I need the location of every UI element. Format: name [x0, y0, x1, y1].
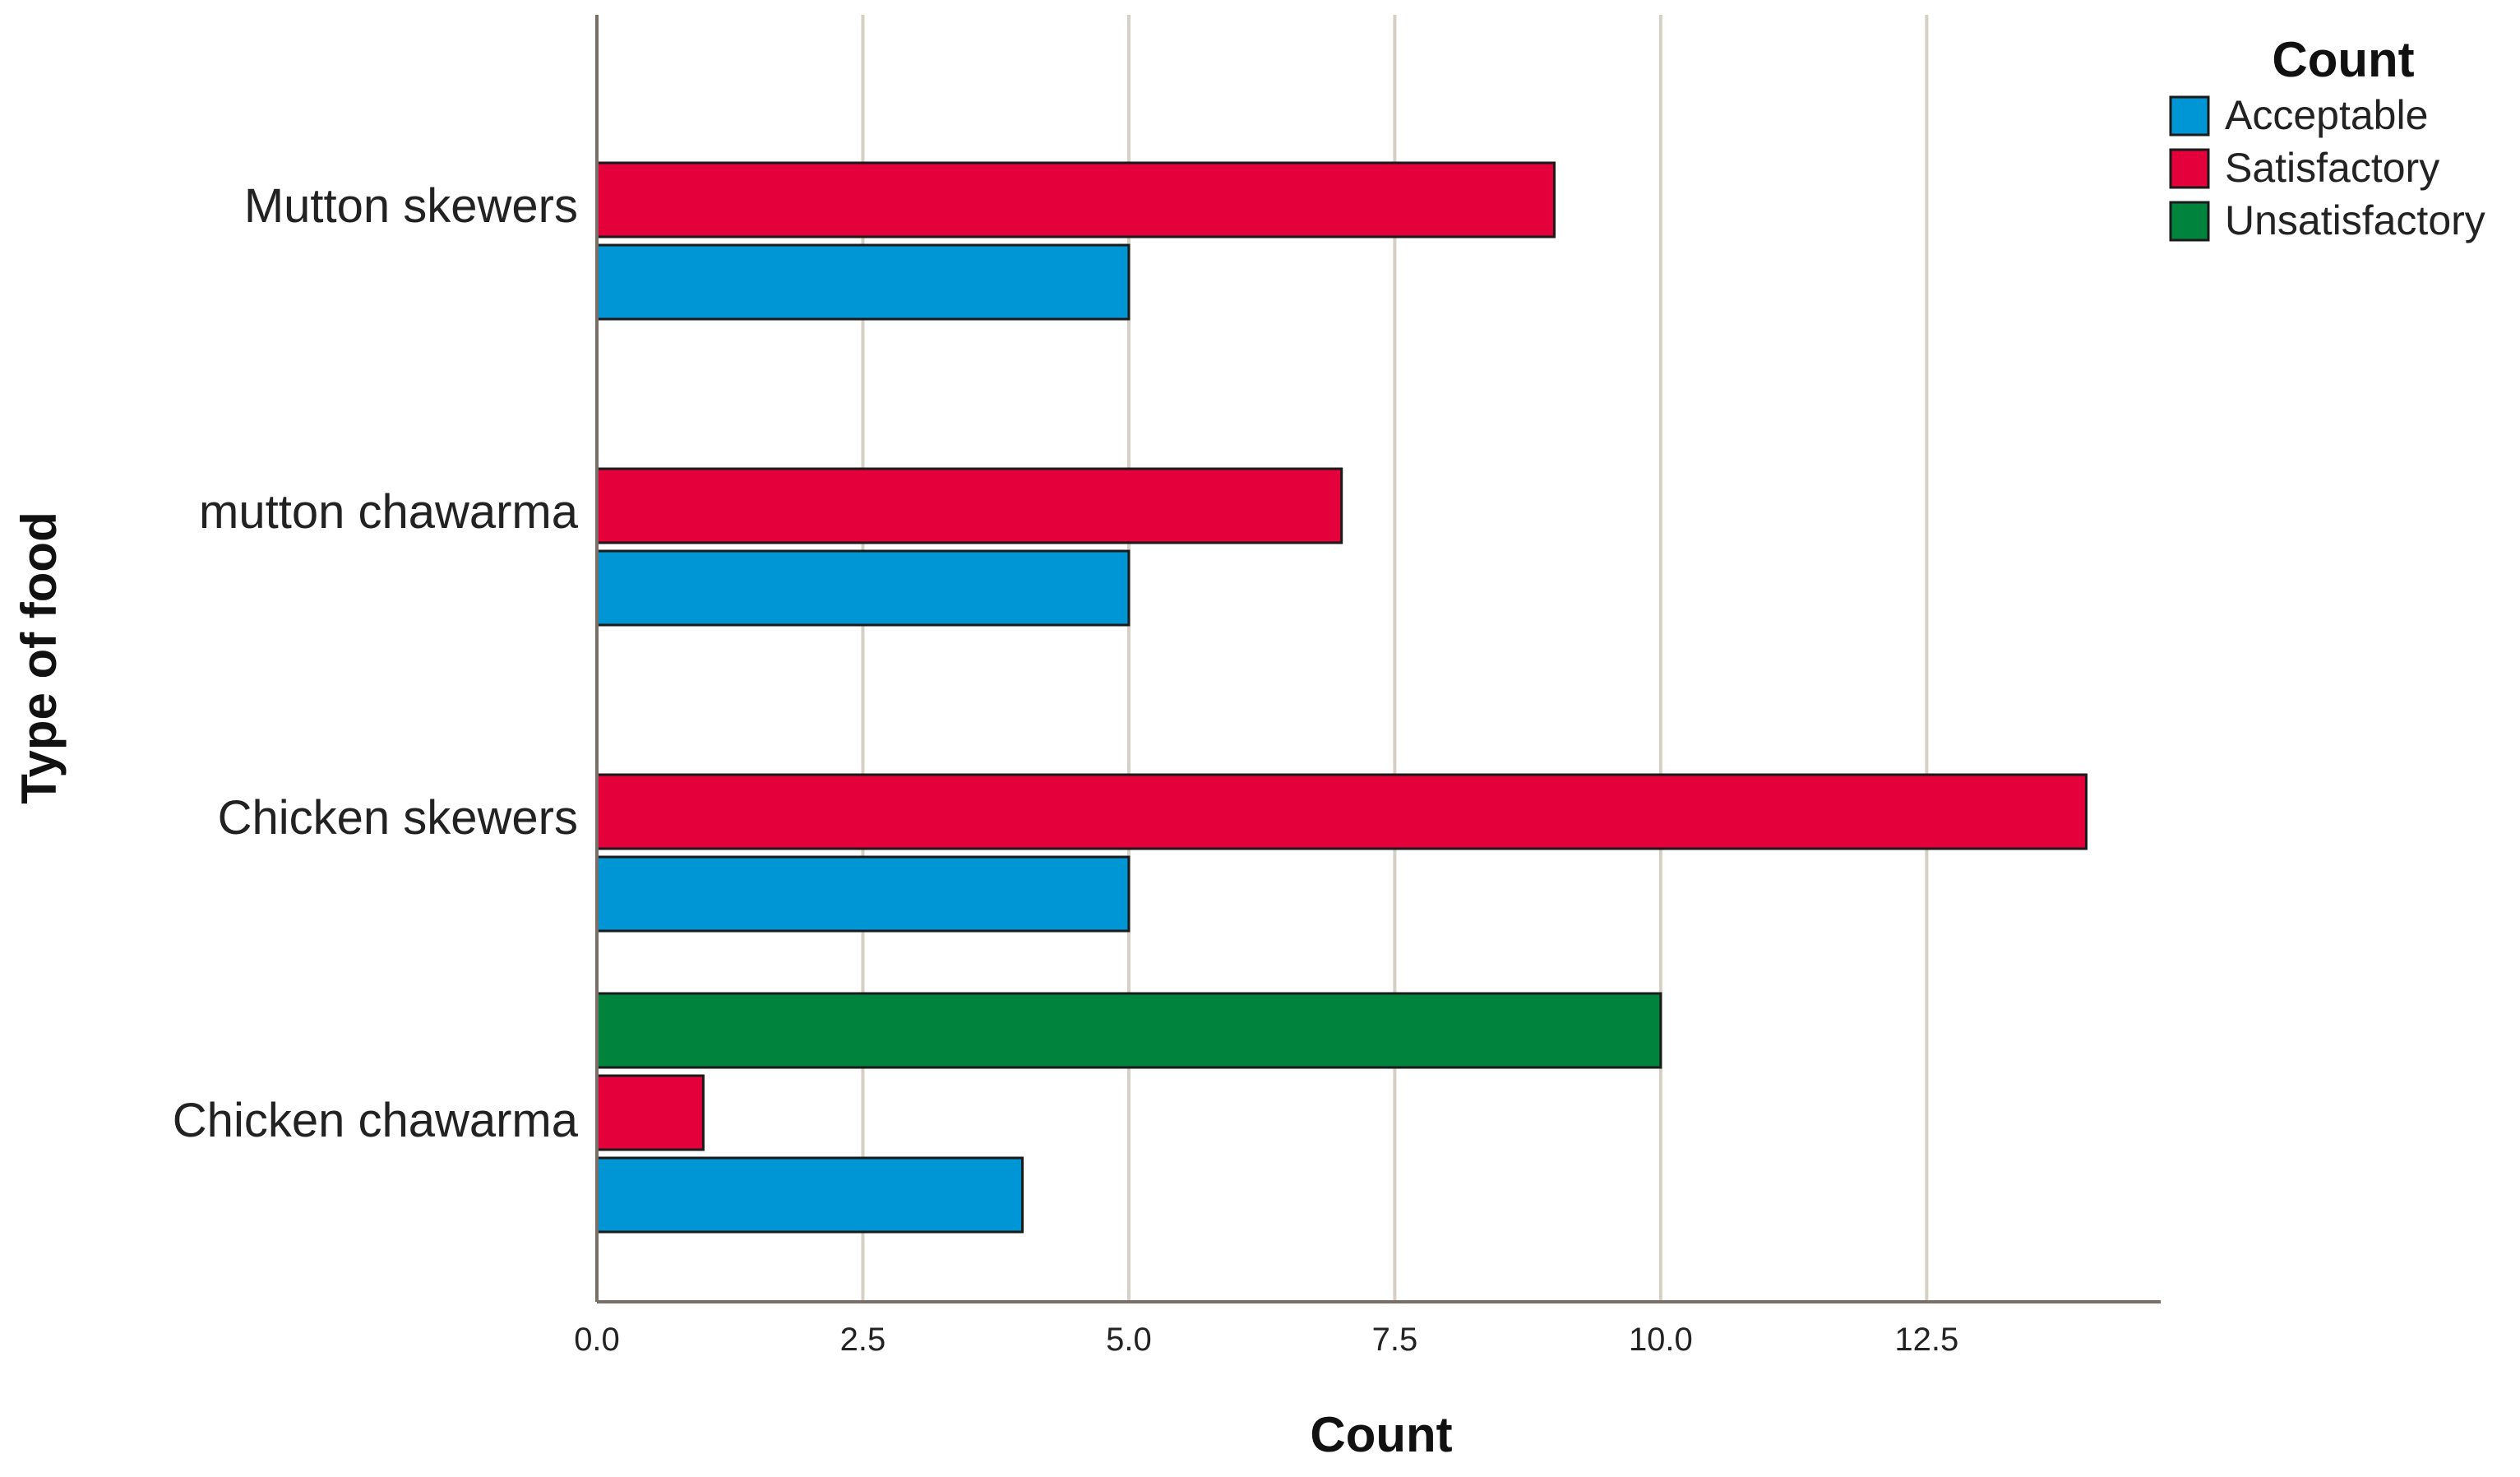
x-tick-label: 2.5	[840, 1322, 886, 1358]
x-tick-label: 7.5	[1372, 1322, 1418, 1358]
legend-swatch	[2169, 95, 2210, 137]
bars	[595, 161, 2088, 1234]
bar-acceptable	[595, 549, 1131, 627]
bar-satisfactory	[595, 773, 2088, 850]
bar-acceptable	[595, 1156, 1024, 1234]
y-axis-title: Type of food	[12, 512, 67, 804]
legend-items: Acceptable Satisfactory Unsatisfactory	[2169, 92, 2485, 243]
legend-swatch	[2169, 201, 2210, 242]
x-axis-title: Count	[1310, 1407, 1452, 1462]
legend-label: Satisfactory	[2225, 145, 2439, 191]
axes	[595, 15, 2161, 1303]
legend-title: Count	[2272, 32, 2414, 87]
bar-satisfactory	[595, 467, 1343, 544]
bar-unsatisfactory	[595, 992, 1662, 1069]
legend-label: Acceptable	[2225, 92, 2428, 138]
bar-acceptable	[595, 243, 1131, 321]
category-label: Chicken chawarma	[173, 1094, 579, 1147]
x-tick-label: 10.0	[1629, 1322, 1693, 1358]
x-tick-label: 5.0	[1106, 1322, 1152, 1358]
legend-swatch	[2169, 148, 2210, 189]
bar-satisfactory	[595, 1074, 705, 1151]
category-label: mutton chawarma	[199, 485, 579, 539]
legend-label: Unsatisfactory	[2225, 197, 2485, 243]
x-tick-labels: 0.0 2.5 5.0 7.5 10.0 12.5	[574, 1322, 1958, 1358]
bar-acceptable	[595, 855, 1131, 933]
x-tick-label: 12.5	[1894, 1322, 1958, 1358]
category-label: Chicken skewers	[218, 791, 578, 845]
category-labels: Mutton skewers mutton chawarma Chicken ske…	[173, 179, 579, 1147]
x-tick-label: 0.0	[574, 1322, 620, 1358]
legend: Count Acceptable Satisfactory Unsatisfacto…	[2169, 32, 2485, 243]
bar-satisfactory	[595, 161, 1556, 238]
category-label: Mutton skewers	[244, 179, 578, 233]
